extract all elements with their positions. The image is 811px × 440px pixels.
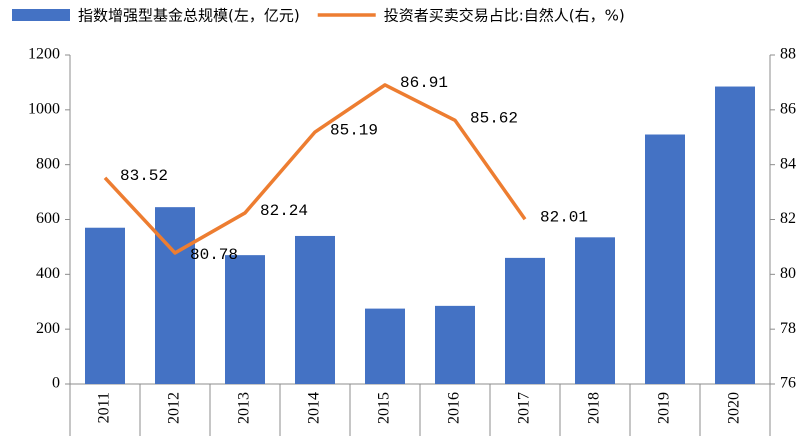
bar bbox=[155, 207, 195, 384]
data-label: 82.24 bbox=[260, 202, 308, 220]
data-label: 82.01 bbox=[540, 208, 588, 226]
bar bbox=[365, 308, 405, 384]
y2-tick-label: 82 bbox=[780, 210, 796, 227]
x-tick-label: 2017 bbox=[516, 392, 533, 424]
bar bbox=[715, 86, 755, 384]
y2-tick-label: 88 bbox=[780, 46, 796, 63]
bar bbox=[295, 235, 335, 384]
x-tick-label: 2012 bbox=[166, 392, 183, 424]
x-tick-label: 2018 bbox=[586, 392, 603, 424]
legend-swatch bbox=[12, 9, 70, 21]
y-tick-label: 400 bbox=[36, 265, 60, 282]
y-tick-label: 600 bbox=[36, 210, 60, 227]
bar bbox=[435, 305, 475, 384]
data-label: 83.52 bbox=[120, 167, 168, 185]
legend-label: 指数增强型基金总规模(左，亿元) bbox=[78, 7, 300, 25]
y2-tick-label: 76 bbox=[780, 375, 796, 392]
bar bbox=[505, 257, 545, 384]
x-tick-label: 2013 bbox=[236, 392, 253, 424]
bar bbox=[575, 237, 615, 384]
y-tick-label: 0 bbox=[52, 375, 60, 392]
y-tick-label: 800 bbox=[36, 155, 60, 172]
x-tick-label: 2016 bbox=[446, 392, 463, 424]
y-tick-label: 1200 bbox=[28, 46, 60, 63]
y2-tick-label: 78 bbox=[780, 320, 796, 337]
y-tick-label: 1000 bbox=[28, 101, 60, 118]
data-label: 80.78 bbox=[190, 246, 238, 264]
data-label: 85.62 bbox=[470, 109, 518, 127]
y2-tick-label: 80 bbox=[780, 265, 796, 282]
legend-label: 投资者买卖交易占比:自然人(右，%) bbox=[384, 7, 625, 25]
x-tick-label: 2015 bbox=[376, 392, 393, 424]
bar bbox=[225, 255, 265, 384]
x-tick-label: 2014 bbox=[306, 392, 323, 424]
x-tick-label: 2011 bbox=[96, 392, 113, 423]
data-label: 85.19 bbox=[330, 121, 378, 139]
bar bbox=[85, 227, 125, 384]
x-tick-label: 2020 bbox=[726, 392, 743, 424]
y-tick-label: 200 bbox=[36, 320, 60, 337]
x-tick-label: 2019 bbox=[656, 392, 673, 424]
data-label: 86.91 bbox=[400, 74, 448, 92]
y2-tick-label: 86 bbox=[780, 101, 796, 118]
line bbox=[103, 83, 527, 255]
y2-tick-label: 84 bbox=[780, 155, 796, 172]
bar bbox=[645, 134, 685, 384]
